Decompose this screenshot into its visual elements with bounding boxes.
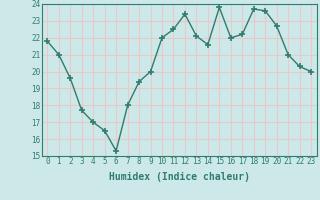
- X-axis label: Humidex (Indice chaleur): Humidex (Indice chaleur): [109, 172, 250, 182]
